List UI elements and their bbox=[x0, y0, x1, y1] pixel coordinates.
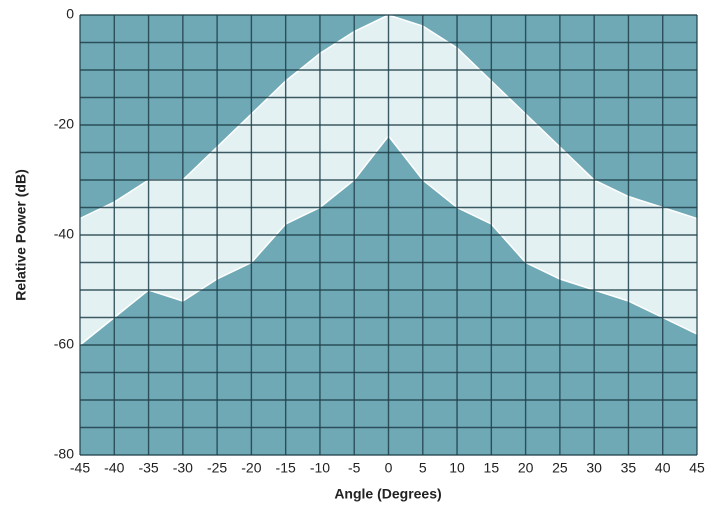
x-tick-label: 15 bbox=[484, 460, 500, 476]
x-tick-label: -25 bbox=[207, 460, 227, 476]
y-tick-label: -20 bbox=[54, 116, 74, 132]
x-tick-label: 25 bbox=[552, 460, 568, 476]
y-tick-label: -40 bbox=[54, 226, 74, 242]
x-tick-label: -10 bbox=[310, 460, 330, 476]
x-tick-label: -5 bbox=[348, 460, 361, 476]
x-tick-label: -20 bbox=[241, 460, 261, 476]
y-tick-label: -60 bbox=[54, 336, 74, 352]
x-tick-label: 10 bbox=[449, 460, 465, 476]
x-tick-label: -45 bbox=[70, 460, 90, 476]
y-axis-title: Relative Power (dB) bbox=[13, 169, 29, 300]
x-tick-label: -15 bbox=[276, 460, 296, 476]
x-tick-label: 0 bbox=[385, 460, 393, 476]
x-tick-label: 45 bbox=[689, 460, 705, 476]
x-tick-label: -40 bbox=[104, 460, 124, 476]
x-tick-label: 20 bbox=[518, 460, 534, 476]
x-tick-label: -35 bbox=[138, 460, 158, 476]
x-axis-title: Angle (Degrees) bbox=[334, 486, 441, 502]
y-tick-label: 0 bbox=[66, 6, 74, 22]
y-tick-label: -80 bbox=[54, 446, 74, 462]
x-tick-label: -30 bbox=[173, 460, 193, 476]
x-tick-label: 35 bbox=[621, 460, 637, 476]
x-tick-label: 40 bbox=[655, 460, 671, 476]
x-tick-label: 30 bbox=[586, 460, 602, 476]
x-tick-label: 5 bbox=[419, 460, 427, 476]
